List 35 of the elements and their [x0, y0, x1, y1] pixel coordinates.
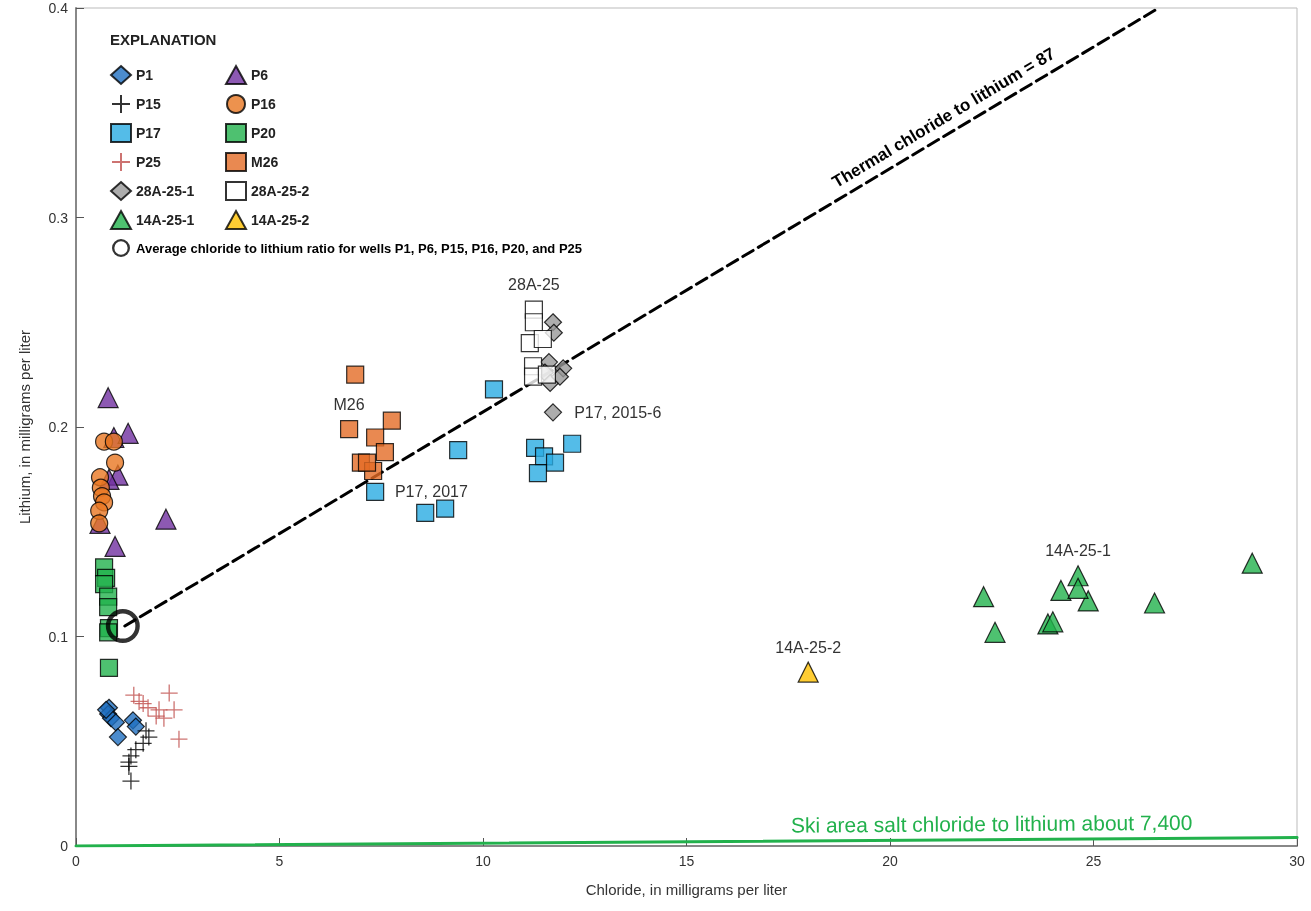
annotation: P17, 2017 [394, 483, 468, 501]
legend-label: 14A-25-1 [136, 212, 195, 228]
x-tick-label: 30 [1289, 853, 1305, 869]
legend-label: P6 [251, 67, 269, 83]
y-axis-title: Lithium, in milligrams per liter [16, 329, 33, 525]
annotation: P17, 2015-6 [574, 403, 662, 421]
x-tick-label: 5 [275, 853, 284, 869]
legend-label: P20 [251, 125, 277, 141]
x-axis-title: Chloride, in milligrams per liter [585, 881, 788, 898]
x-tick-label: 10 [475, 853, 491, 869]
legend-label: P17 [136, 125, 162, 141]
y-tick-label: 0.3 [48, 209, 69, 226]
annotation: M26 [333, 395, 365, 413]
x-tick-label: 0 [72, 853, 81, 869]
legend-label: P25 [136, 154, 162, 170]
y-tick-label: 0 [60, 838, 69, 854]
legend-label: M26 [251, 154, 279, 170]
y-tick-label: 0.2 [48, 419, 69, 435]
x-tick-label: 15 [678, 853, 695, 869]
annotation: 28A-25 [508, 276, 560, 294]
legend-label: P15 [136, 96, 162, 112]
legend-label: 28A-25-1 [136, 183, 195, 199]
legend-label: P1 [136, 67, 154, 83]
legend-label: Average chloride to lithium ratio for wells P1, P6, P15, P16, P20, and P25 [136, 240, 583, 256]
legend-label: 28A-25-2 [251, 183, 310, 199]
y-tick-label: 0.1 [48, 628, 69, 645]
annotation: 14A-25-1 [1045, 542, 1112, 560]
legend-label: 14A-25-2 [251, 212, 310, 228]
y-tick-label: 0.4 [48, 0, 69, 16]
legend-title: EXPLANATION [110, 31, 217, 48]
series-label: Ski area salt chloride to lithium about 7,400 [790, 810, 1193, 837]
annotation: 14A-25-2 [775, 638, 842, 656]
x-tick-label: 25 [1085, 853, 1102, 869]
legend-label: P16 [251, 96, 277, 112]
x-tick-label: 20 [882, 853, 898, 869]
